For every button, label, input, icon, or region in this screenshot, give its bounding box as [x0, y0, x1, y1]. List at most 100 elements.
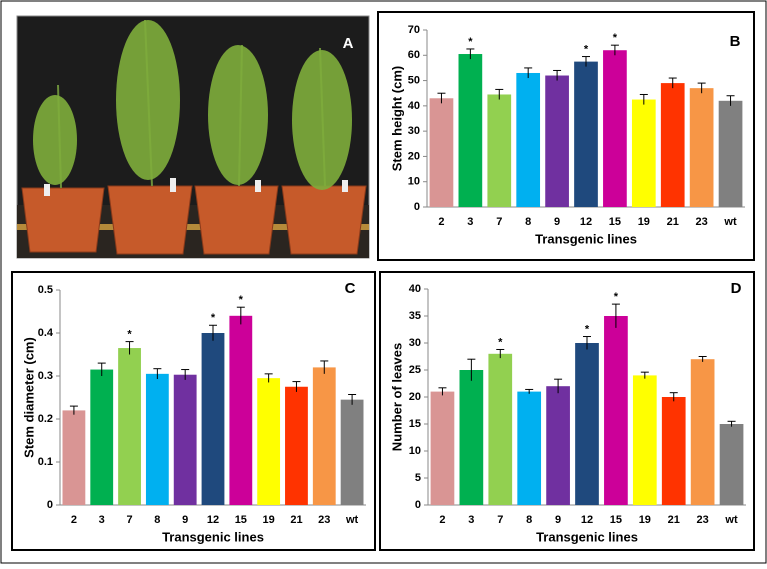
y-tick-label: 10 [409, 445, 421, 457]
panel-border [11, 271, 376, 551]
x-tick-label: 9 [555, 514, 561, 526]
y-axis-title: Stem height (cm) [389, 66, 404, 171]
bar [516, 72, 541, 207]
panel-border [377, 11, 755, 261]
x-tick-label: 2 [439, 514, 445, 526]
y-tick-label: 0 [414, 201, 420, 213]
x-tick-label: 19 [639, 514, 651, 526]
bar [604, 316, 628, 505]
y-tick-label: 30 [409, 337, 421, 349]
x-tick-label: 12 [581, 514, 593, 526]
y-tick-label: 15 [409, 418, 421, 430]
panel-label: A [343, 35, 354, 52]
bar [458, 54, 483, 208]
y-tick-label: 0 [415, 499, 421, 511]
x-tick-label: 3 [467, 216, 473, 228]
x-tick-label: 21 [668, 514, 680, 526]
bar [574, 61, 598, 207]
y-axis-title: Number of leaves [389, 343, 404, 451]
bar [632, 375, 657, 505]
x-tick-label: 7 [497, 514, 503, 526]
y-tick-label: 30 [408, 125, 420, 137]
photo [16, 15, 370, 259]
bar [201, 333, 225, 505]
significance-mark: * [585, 323, 590, 335]
y-tick-label: 0.3 [38, 370, 53, 382]
x-tick-label: 7 [496, 216, 502, 228]
x-axis-title: Transgenic lines [162, 529, 264, 544]
bar [718, 100, 743, 207]
x-tick-label: 8 [525, 216, 531, 228]
bar [285, 386, 308, 505]
bar [340, 399, 364, 505]
y-tick-label: 20 [409, 391, 421, 403]
x-tick-label: 2 [71, 514, 77, 526]
x-axis-title: Transgenic lines [535, 231, 637, 246]
x-tick-label: 3 [468, 514, 474, 526]
x-tick-label: 23 [318, 514, 330, 526]
x-tick-label: 23 [696, 216, 708, 228]
y-axis-title: Stem diameter (cm) [21, 337, 36, 458]
x-tick-label: 9 [182, 514, 188, 526]
x-tick-label: 23 [697, 514, 709, 526]
x-tick-label: 19 [263, 514, 275, 526]
y-tick-label: 25 [409, 364, 421, 376]
significance-mark: * [498, 336, 503, 348]
x-tick-label: 19 [638, 216, 650, 228]
x-tick-label: 21 [667, 216, 679, 228]
y-tick-label: 40 [408, 100, 420, 112]
significance-mark: * [127, 329, 132, 341]
y-tick-label: 50 [408, 74, 420, 86]
significance-mark: * [239, 294, 244, 306]
y-tick-label: 70 [408, 24, 420, 36]
x-tick-label: wt [723, 216, 737, 228]
significance-mark: * [468, 36, 473, 48]
x-axis-title: Transgenic lines [536, 529, 638, 544]
bar [660, 83, 685, 207]
x-tick-label: 12 [580, 216, 592, 228]
significance-mark: * [584, 43, 589, 55]
bar [118, 348, 141, 505]
panel-label: D [731, 280, 742, 297]
significance-mark: * [613, 32, 618, 44]
y-tick-label: 20 [408, 150, 420, 162]
y-tick-label: 10 [408, 176, 420, 188]
panel-label: C [345, 280, 356, 297]
x-tick-label: 8 [154, 514, 160, 526]
x-tick-label: wt [724, 514, 738, 526]
bar [487, 94, 512, 207]
y-tick-label: 0.1 [38, 456, 53, 468]
y-tick-label: 0.2 [38, 413, 53, 425]
y-tick-label: 40 [409, 283, 421, 295]
y-tick-label: 0 [47, 499, 53, 511]
bar [173, 374, 197, 505]
bar [145, 373, 169, 505]
bar [62, 410, 86, 505]
bar [429, 98, 454, 207]
bar [90, 369, 114, 505]
bar [229, 315, 253, 505]
x-tick-label: 3 [99, 514, 105, 526]
x-tick-label: 15 [235, 514, 247, 526]
x-tick-label: 8 [526, 514, 532, 526]
x-tick-label: 12 [207, 514, 219, 526]
bar [459, 370, 484, 505]
panel-label: B [730, 33, 741, 50]
bar [603, 50, 627, 207]
x-tick-label: 2 [438, 216, 444, 228]
bar [488, 353, 513, 505]
x-tick-label: 15 [609, 216, 621, 228]
x-tick-label: wt [345, 514, 359, 526]
bar [689, 88, 714, 207]
bar [661, 397, 686, 505]
bar [430, 391, 455, 505]
x-tick-label: 15 [610, 514, 622, 526]
y-tick-label: 5 [415, 472, 421, 484]
y-tick-label: 0.4 [38, 327, 54, 339]
bar [719, 424, 744, 505]
panel-border [379, 271, 755, 551]
bar [257, 378, 281, 505]
bar [545, 75, 569, 207]
x-tick-label: 7 [126, 514, 132, 526]
